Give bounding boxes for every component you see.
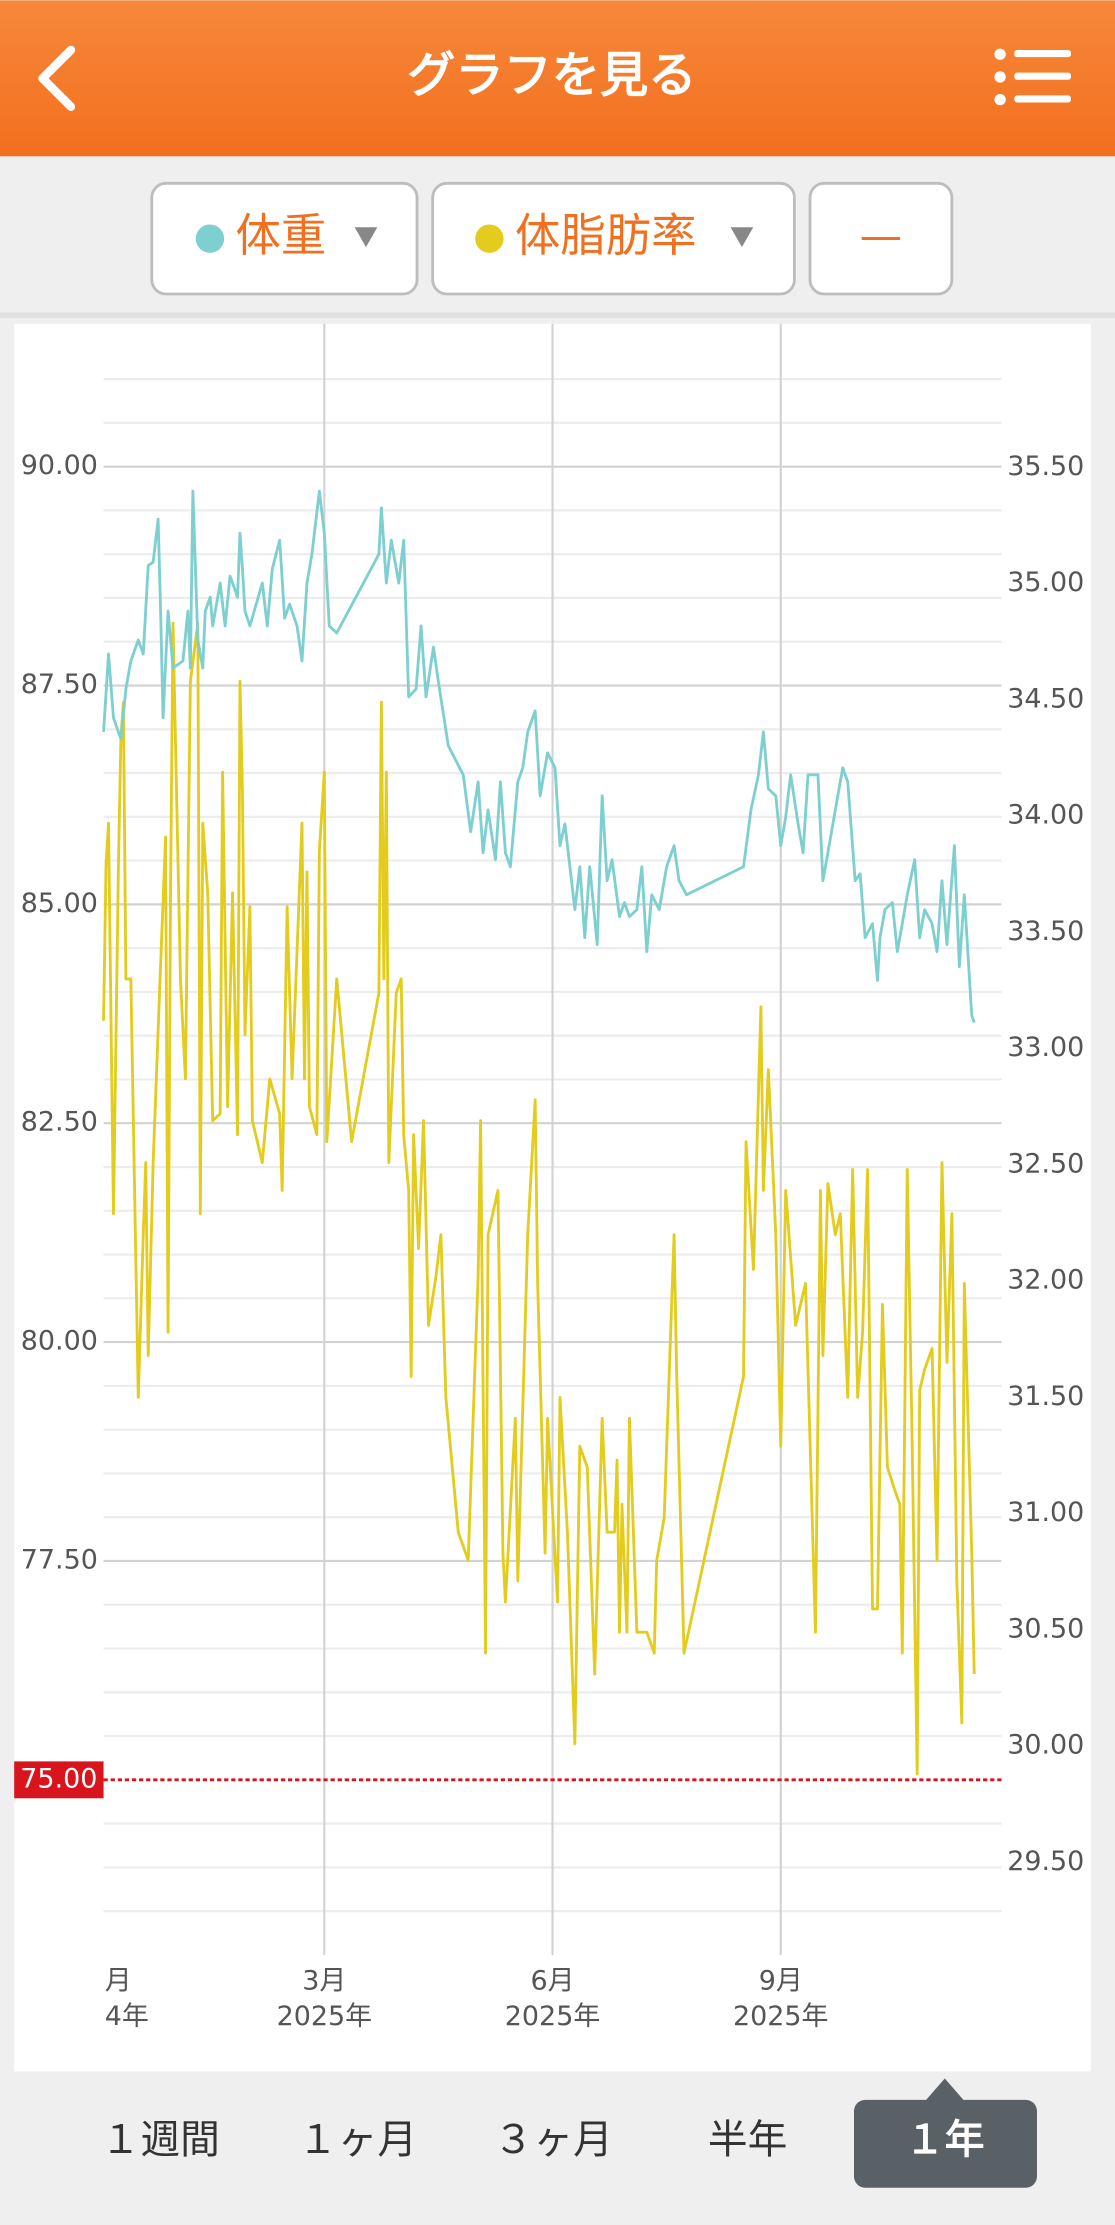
- y-tick-label: 77.50: [21, 1544, 98, 1575]
- x-axis-labels: 12月 2024年 3月 2025年 6月 2025年 9月 2025年: [53, 1966, 829, 2032]
- x-tick-label: 9月: [759, 1966, 803, 1997]
- y-tick-label: 80.00: [21, 1326, 98, 1357]
- menu-button[interactable]: [994, 48, 1072, 106]
- y2-tick-label: 33.00: [1007, 1032, 1084, 1063]
- x-tick-label: 6月: [530, 1966, 574, 1997]
- selector-extra[interactable]: —: [808, 181, 954, 296]
- tab-label[interactable]: ３ヶ月: [494, 2117, 613, 2163]
- chart: 90.00 87.50 85.00 82.50 80.00 77.50 35.50 35.00…: [14, 323, 1084, 2032]
- y2-tick-label: 30.50: [1007, 1613, 1084, 1644]
- x-tick-label: 2025年: [733, 2001, 829, 2032]
- selector-weight[interactable]: 体重: [150, 181, 419, 296]
- tab-label[interactable]: １ヶ月: [298, 2117, 417, 2163]
- y2-tick-label: 34.50: [1007, 683, 1084, 714]
- legend-dot: [195, 224, 225, 253]
- x-tick-label: 2024年: [53, 2001, 149, 2032]
- x-tick-label: 12月: [70, 1966, 131, 1997]
- selected-tab[interactable]: [853, 2099, 1037, 2188]
- y2-tick-label: 32.00: [1007, 1265, 1084, 1296]
- divider: [0, 312, 1115, 319]
- y2-tick-label: 29.50: [1007, 1846, 1084, 1877]
- selector-label: —: [860, 212, 903, 261]
- series-line: [102, 621, 976, 1776]
- back-button[interactable]: [38, 45, 76, 111]
- y2-tick-label: 31.00: [1007, 1497, 1084, 1528]
- y2-tick-label: 35.50: [1007, 451, 1084, 482]
- y-tick-label: 87.50: [21, 669, 98, 700]
- selector-fat[interactable]: 体脂肪率: [431, 181, 796, 296]
- y2-tick-label: 31.50: [1007, 1381, 1084, 1412]
- period-tabs: １週間 １ヶ月 ３ヶ月 半年 １年: [101, 2078, 1037, 2188]
- target-label: 75.00: [20, 1763, 97, 1794]
- legend-dot: [475, 224, 504, 253]
- selected-tab-pointer: [924, 2078, 965, 2102]
- header-bar: [0, 0, 1115, 157]
- y2-tick-label: 30.00: [1007, 1730, 1084, 1761]
- y2-tick-label: 33.50: [1007, 916, 1084, 947]
- tab-label[interactable]: 半年: [708, 2117, 787, 2163]
- series-line: [102, 489, 976, 1024]
- y2-tick-label: 34.00: [1007, 800, 1084, 831]
- y2-tick-label: 32.50: [1007, 1148, 1084, 1179]
- y2-tick-label: 35.00: [1007, 567, 1084, 598]
- y-tick-label: 90.00: [21, 450, 98, 481]
- header-title: グラフを見る: [407, 47, 696, 103]
- x-tick-label: 2025年: [505, 2001, 601, 2032]
- x-tick-label: 2025年: [277, 2001, 373, 2032]
- legend-label: 体重: [235, 209, 326, 262]
- tab-label[interactable]: １年: [905, 2117, 984, 2163]
- legend-label: 体脂肪率: [515, 209, 697, 262]
- y-tick-label: 82.50: [21, 1107, 98, 1138]
- x-tick-label: 3月: [302, 1966, 346, 1997]
- tab-label[interactable]: １週間: [101, 2117, 220, 2163]
- y-tick-label: 85.00: [21, 888, 98, 919]
- target-label-box: [14, 1761, 104, 1799]
